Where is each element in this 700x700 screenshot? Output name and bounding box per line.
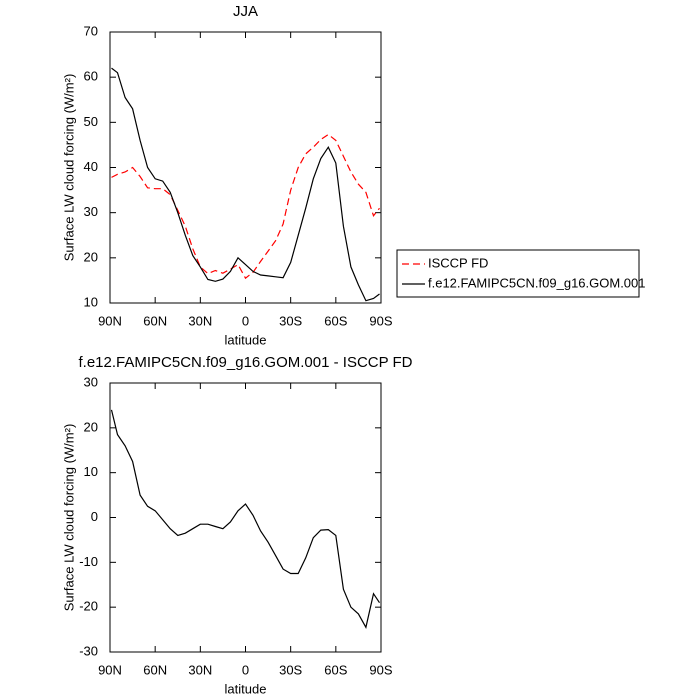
x-tick-label: 90S: [369, 313, 392, 328]
x-axis-label: latitude: [225, 681, 267, 696]
y-tick-label: 30: [84, 204, 98, 219]
x-tick-label: 0: [242, 662, 249, 677]
plot-frame: [109, 382, 382, 653]
y-axis-label: Surface LW cloud forcing (W/m²): [61, 424, 76, 612]
x-tick-label: 30S: [279, 313, 302, 328]
x-tick-label: 0: [242, 313, 249, 328]
x-tick-label: 60N: [143, 662, 167, 677]
x-tick-label: 90N: [98, 662, 122, 677]
x-tick-label: 60N: [143, 313, 167, 328]
y-tick-label: 20: [84, 249, 98, 264]
y-tick-label: -10: [79, 554, 98, 569]
y-tick-label: 60: [84, 69, 98, 84]
y-tick-label: 20: [84, 419, 98, 434]
y-tick-label: -30: [79, 643, 98, 658]
legend-box: [396, 249, 640, 298]
y-tick-label: 40: [84, 159, 98, 174]
data-line: [111, 67, 380, 302]
x-tick-label: 30N: [188, 313, 212, 328]
data-line: [110, 409, 380, 629]
y-tick-label: 30: [84, 374, 98, 389]
x-axis-label: latitude: [225, 332, 267, 347]
x-tick-label: 90S: [369, 662, 392, 677]
x-tick-label: 90N: [98, 313, 122, 328]
legend-label: f.e12.FAMIPC5CN.f09_g16.GOM.001: [428, 275, 646, 290]
chart-title: f.e12.FAMIPC5CN.f09_g16.GOM.001 - ISCCP …: [78, 354, 412, 371]
y-tick-label: -20: [79, 599, 98, 614]
data-line: [111, 133, 380, 280]
legend-label: ISCCP FD: [428, 255, 488, 270]
y-axis-label: Surface LW cloud forcing (W/m²): [61, 74, 76, 262]
x-tick-label: 30S: [279, 662, 302, 677]
y-tick-label: 10: [84, 464, 98, 479]
y-tick-label: 0: [91, 509, 98, 524]
y-tick-label: 50: [84, 114, 98, 129]
plot-frame: [109, 31, 382, 304]
y-tick-label: 10: [84, 294, 98, 309]
chart-title: JJA: [233, 3, 258, 20]
x-tick-label: 60S: [324, 662, 347, 677]
x-tick-label: 30N: [188, 662, 212, 677]
x-tick-label: 60S: [324, 313, 347, 328]
y-tick-label: 70: [84, 23, 98, 38]
